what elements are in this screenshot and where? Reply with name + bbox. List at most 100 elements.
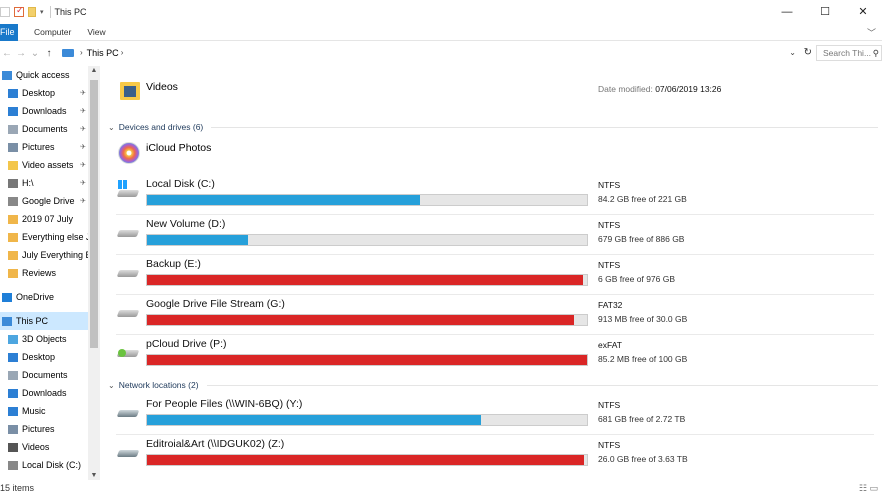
refresh-icon[interactable]: ↻ [803, 47, 812, 58]
close-button[interactable]: ✕ [858, 6, 868, 18]
pin-icon[interactable]: ✈ [80, 126, 86, 133]
scroll-up-icon[interactable]: ▲ [90, 67, 98, 74]
address-dropdown-icon[interactable]: ⌄ [789, 48, 796, 57]
chevron-right-icon[interactable]: › [80, 48, 83, 57]
tab-view[interactable]: View [87, 27, 106, 37]
nav-item-video-assets[interactable]: Video assets ✈ [0, 156, 88, 174]
item-name: iCloud Photos [146, 142, 212, 154]
nav-item-this-pc[interactable]: This PC [0, 312, 88, 330]
nav-item-onedrive[interactable]: OneDrive [0, 288, 88, 306]
drive-item[interactable]: pCloud Drive (P:) exFAT 85.2 MB free of 10… [116, 336, 882, 372]
nav-item-icon [8, 250, 18, 260]
nav-item-reviews[interactable]: Reviews [0, 264, 88, 282]
forward-button[interactable]: → [16, 47, 26, 59]
nav-item-desktop[interactable]: Desktop [0, 348, 88, 366]
nav-item-google-drive[interactable]: Google Drive ✈ [0, 192, 88, 210]
group-header-network[interactable]: ⌄ Network locations (2) [108, 380, 878, 390]
drive-item[interactable]: Local Disk (C:) NTFS 84.2 GB free of 221 G… [116, 176, 882, 215]
nav-item-desktop[interactable]: Desktop ✈ [0, 84, 88, 102]
drive-item[interactable]: Google Drive File Stream (G:) FAT32 913 MB… [116, 296, 882, 335]
drive-item[interactable]: Editroial&Art (\\IDGUK02) (Z:) NTFS 26.0 G… [116, 436, 882, 472]
nav-item-downloads[interactable]: Downloads [0, 384, 88, 402]
pin-icon[interactable]: ✈ [80, 162, 86, 169]
hard-drive-icon [116, 306, 140, 320]
capacity-bar-fill [147, 275, 583, 285]
folder-videos[interactable]: Videos Date modified: 07/06/2019 13:26 [116, 76, 882, 106]
up-button[interactable]: ↑ [46, 47, 52, 59]
group-header-devices[interactable]: ⌄ Devices and drives (6) [108, 122, 878, 132]
nav-item-local-disk-c[interactable]: Local Disk (C:) [0, 456, 88, 474]
nav-item-icon [8, 142, 18, 152]
address-bar[interactable]: › This PC › ⌄ ↻ [62, 44, 812, 61]
scroll-down-icon[interactable]: ▼ [90, 472, 98, 479]
nav-item-videos[interactable]: Videos [0, 438, 88, 456]
title-bar: ▾ This PC — ☐ ✕ [0, 0, 882, 24]
nav-item-label: 2019 07 July [22, 214, 74, 224]
free-space: 84.2 GB free of 221 GB [598, 194, 687, 204]
nav-item-downloads[interactable]: Downloads ✈ [0, 102, 88, 120]
customize-toolbar-chevron-icon[interactable]: ▾ [40, 9, 44, 16]
details-view-icon[interactable]: ☷ ▭ [858, 483, 878, 493]
network-drive-icon [116, 406, 140, 420]
pin-icon[interactable]: ✈ [80, 144, 86, 151]
nav-item-label: July Everything E [22, 250, 88, 260]
capacity-bar-fill [147, 235, 249, 245]
row-divider [116, 334, 874, 335]
drive-name: Editroial&Art (\\IDGUK02) (Z:) [146, 438, 285, 450]
properties-icon[interactable] [0, 7, 10, 17]
drive-item[interactable]: Backup (E:) NTFS 6 GB free of 976 GB [116, 256, 882, 295]
item-count: 15 items [0, 483, 35, 493]
navigation-pane: Quick access Desktop ✈ Downloads ✈ Documents ✈… [0, 66, 88, 480]
expand-ribbon-icon[interactable]: ﹀ [866, 27, 876, 38]
nav-item-pictures[interactable]: Pictures [0, 420, 88, 438]
nav-item-label: OneDrive [16, 292, 55, 302]
scrollbar-thumb[interactable] [90, 80, 98, 348]
checkbox-icon[interactable] [14, 5, 24, 17]
row-divider [116, 254, 874, 255]
nav-item-everything-else-j[interactable]: Everything else J [0, 228, 88, 246]
pin-icon[interactable]: ✈ [80, 180, 86, 187]
collapse-chevron-icon[interactable]: ⌄ [108, 380, 115, 390]
maximize-button[interactable]: ☐ [820, 6, 830, 18]
nav-item-pictures[interactable]: Pictures ✈ [0, 138, 88, 156]
capacity-bar-fill [147, 415, 482, 425]
tab-computer[interactable]: Computer [34, 27, 72, 37]
nav-item-icon [8, 460, 18, 470]
group-divider [206, 384, 878, 386]
chevron-right-icon[interactable]: › [120, 48, 124, 57]
tab-file[interactable]: File [0, 23, 18, 41]
nav-item-documents[interactable]: Documents ✈ [0, 120, 88, 138]
nav-item-quick-access[interactable]: Quick access [0, 66, 88, 84]
collapse-chevron-icon[interactable]: ⌄ [108, 122, 115, 132]
breadcrumb-this-pc[interactable]: This PC [86, 47, 119, 58]
drive-item[interactable]: New Volume (D:) NTFS 679 GB free of 886 GB [116, 216, 882, 255]
minimize-button[interactable]: — [781, 6, 793, 18]
capacity-bar-fill [147, 355, 587, 365]
icloud-photos-icon [118, 142, 140, 164]
nav-scrollbar[interactable]: ▲ ▼ [88, 66, 100, 480]
nav-item-july-everything-e[interactable]: July Everything E [0, 246, 88, 264]
status-bar: 15 items ☷ ▭ [0, 480, 882, 496]
nav-item-icon [2, 316, 12, 326]
capacity-bar-fill [147, 455, 584, 465]
recent-locations-button[interactable]: ⌄ [30, 47, 40, 59]
pin-icon[interactable]: ✈ [80, 90, 86, 97]
search-icon[interactable]: ⚲ [872, 48, 879, 58]
icloud-photos-item[interactable]: iCloud Photos [116, 138, 882, 168]
capacity-bar [146, 314, 588, 326]
nav-item-icon [2, 70, 12, 80]
new-folder-icon[interactable] [28, 7, 36, 17]
nav-item-h[interactable]: H:\ ✈ [0, 174, 88, 192]
pin-icon[interactable]: ✈ [80, 108, 86, 115]
nav-item-2019-07-july[interactable]: 2019 07 July [0, 210, 88, 228]
nav-item-documents[interactable]: Documents [0, 366, 88, 384]
nav-item-music[interactable]: Music [0, 402, 88, 420]
nav-item-3d-objects[interactable]: 3D Objects [0, 330, 88, 348]
pin-icon[interactable]: ✈ [80, 198, 86, 205]
search-input[interactable]: Search Thi... ⚲ [816, 45, 882, 61]
drive-name: For People Files (\\WIN-6BQ) (Y:) [146, 398, 303, 410]
nav-item-label: Local Disk (C:) [22, 460, 82, 470]
drive-item[interactable]: For People Files (\\WIN-6BQ) (Y:) NTFS 681… [116, 396, 882, 435]
nav-item-label: This PC [16, 316, 49, 326]
back-button[interactable]: ← [2, 47, 12, 59]
